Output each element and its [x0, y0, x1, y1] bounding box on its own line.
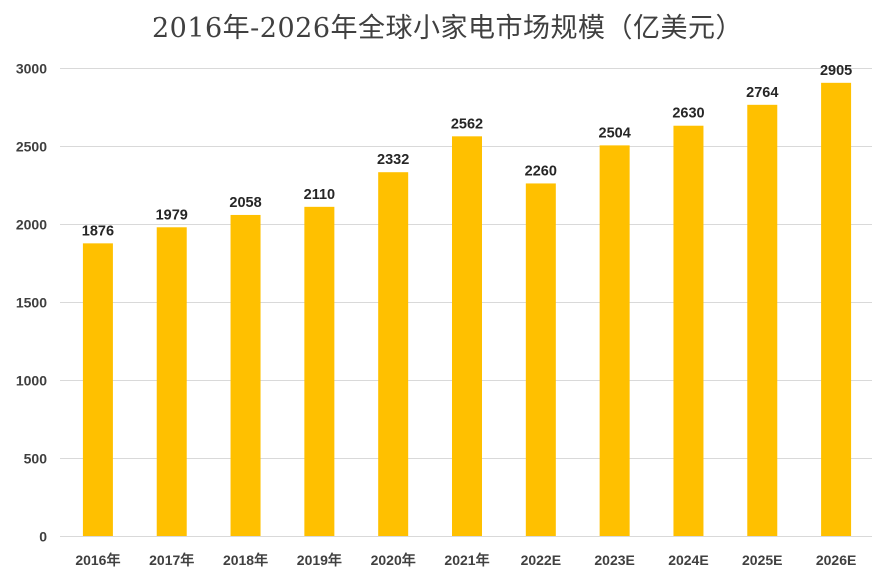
x-tick-label: 2016年: [75, 552, 120, 568]
bar: [230, 214, 261, 536]
y-tick-label: 0: [39, 529, 47, 545]
x-tick-label: 2018年: [223, 552, 268, 568]
x-tick-label: 2026E: [816, 552, 856, 568]
bar: [378, 172, 409, 536]
data-label: 1979: [156, 207, 188, 223]
bar: [821, 82, 852, 536]
bar: [747, 104, 778, 536]
data-label: 1876: [82, 223, 114, 239]
y-tick-label: 2500: [16, 139, 47, 155]
data-label: 2562: [451, 116, 483, 132]
x-tick-label: 2023E: [594, 552, 634, 568]
x-tick-label: 2019年: [297, 552, 342, 568]
bar: [156, 227, 187, 536]
y-tick-label: 1000: [16, 373, 47, 389]
bar: [673, 125, 704, 536]
x-tick-label: 2022E: [521, 552, 561, 568]
bar: [304, 206, 335, 536]
data-labels: 1876 1979 2058 2110 2332 2562 2260 2504 2630 2764…: [82, 63, 852, 240]
data-label: 2764: [746, 85, 778, 101]
x-tick-label: 2021年: [444, 552, 489, 568]
data-label: 2630: [672, 106, 704, 122]
y-tick-label: 2000: [16, 217, 47, 233]
bar: [452, 136, 482, 536]
data-label: 2058: [229, 195, 261, 211]
data-label: 2260: [525, 163, 557, 179]
y-tick-label: 500: [24, 451, 48, 467]
x-tick-label: 2017年: [149, 552, 194, 568]
data-label: 2504: [599, 125, 631, 141]
data-label: 2110: [304, 187, 335, 203]
x-axis-ticks: 2016年 2017年 2018年 2019年 2020年 2021年 2022E 2023E…: [75, 552, 856, 568]
y-axis-ticks: 0 500 1000 1500 2000 2500 3000: [16, 61, 47, 545]
chart-title: 2016年-2026年全球小家电市场规模（亿美元）: [151, 13, 744, 44]
data-label: 2905: [820, 63, 852, 79]
x-tick-label: 2020年: [371, 552, 416, 568]
bar: [599, 145, 630, 536]
data-label: 2332: [377, 152, 409, 168]
bars: [82, 82, 852, 536]
y-tick-label: 3000: [16, 61, 47, 77]
y-tick-label: 1500: [16, 295, 47, 311]
x-tick-label: 2025E: [742, 552, 782, 568]
bar: [525, 183, 556, 536]
bar: [82, 243, 113, 536]
x-tick-label: 2024E: [668, 552, 708, 568]
